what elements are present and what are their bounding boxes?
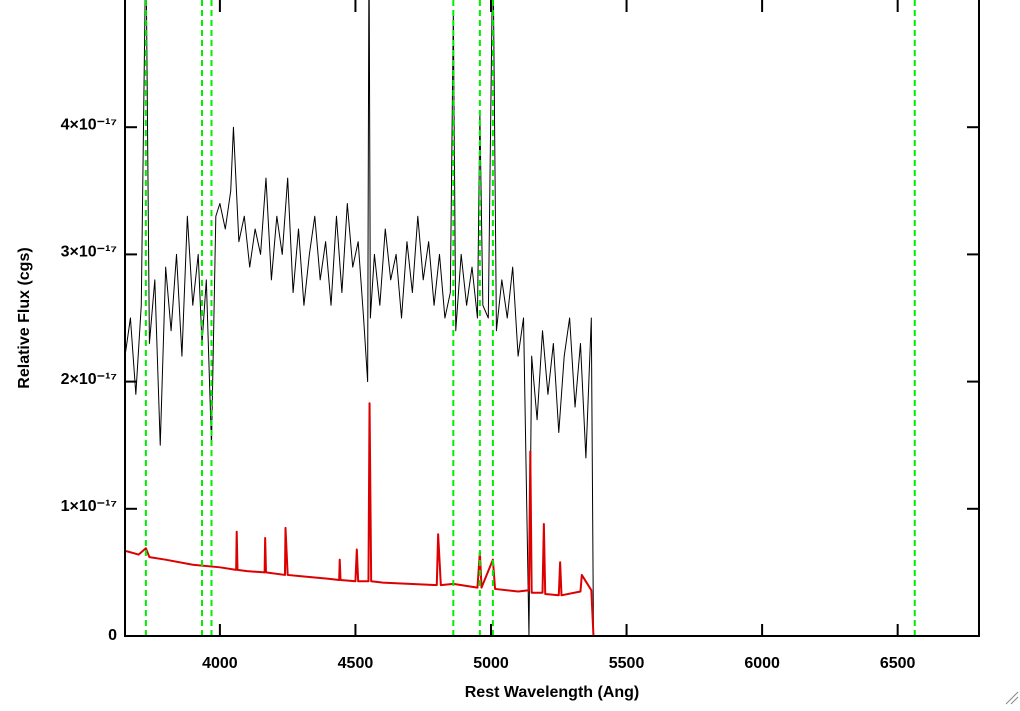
x-tick-label: 5000	[473, 655, 509, 672]
x-axis-label: Rest Wavelength (Ang)	[465, 684, 640, 701]
y-tick-label: 1×10⁻¹⁷	[61, 498, 117, 515]
spectrum-line	[125, 0, 979, 636]
resize-handle	[1005, 691, 1019, 705]
y-axis-label: Relative Flux (cgs)	[16, 247, 33, 388]
x-tick-label: 4500	[338, 655, 374, 672]
x-tick-label: 6000	[744, 655, 780, 672]
spectrum-line	[125, 402, 979, 636]
y-tick-label: 4×10⁻¹⁷	[61, 116, 117, 133]
x-tick-label: 6500	[880, 655, 916, 672]
plot-frame	[124, 0, 980, 637]
x-tick-label: 5500	[609, 655, 645, 672]
y-tick-label: 2×10⁻¹⁷	[61, 371, 117, 388]
x-tick-label: 4000	[202, 655, 238, 672]
plot-area	[125, 0, 979, 636]
y-tick-label: 3×10⁻¹⁷	[61, 244, 117, 261]
y-tick-label: 0	[108, 627, 117, 644]
